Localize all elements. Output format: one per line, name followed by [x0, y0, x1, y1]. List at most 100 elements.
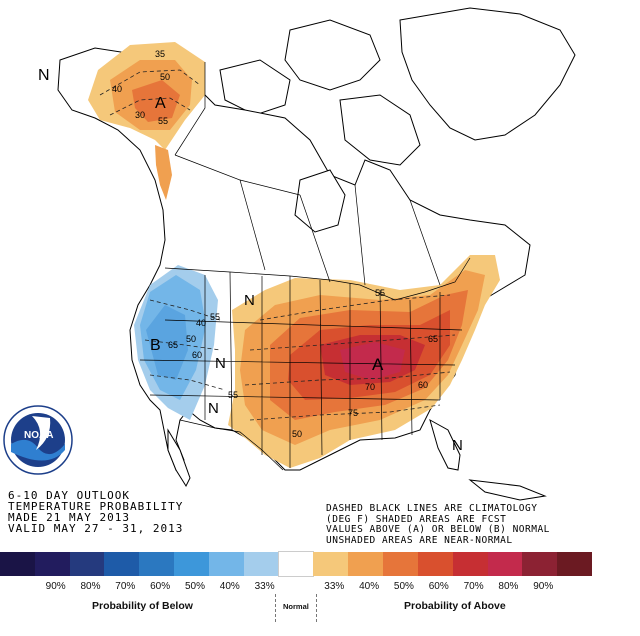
clim-line-c-3	[244, 371, 451, 386]
normal-letter-ak: N	[38, 67, 50, 84]
iso-label: 40	[112, 84, 122, 94]
legend-swatch	[487, 552, 523, 576]
arctic-islands-outline	[284, 19, 381, 91]
note-line: VALUES ABOVE (A) OR BELOW (B) NORMAL	[326, 524, 550, 535]
iso-label: 65	[168, 340, 178, 350]
normal-letter-sw: N	[208, 400, 219, 417]
normal-letter-plains: N	[244, 292, 255, 309]
cuba-outline	[468, 479, 547, 501]
boundaries	[139, 62, 471, 471]
baja-outline	[167, 428, 191, 488]
clim-line-ak-1	[99, 69, 201, 96]
legend-percent-label: 60%	[150, 581, 171, 592]
legend-swatch	[417, 552, 453, 576]
legend-percent-label: 40%	[219, 581, 240, 592]
state-lines	[139, 271, 463, 468]
noaa-logo: NOAA	[3, 405, 73, 475]
isotherm-labels: 40 50 55 35 30 40 50 55 60 65 55 65 70 6…	[112, 49, 438, 439]
iso-label: 70	[365, 382, 375, 392]
legend-percent-label: 90%	[533, 581, 554, 592]
legend-label-spacer	[0, 581, 35, 595]
legend-label-spacer	[557, 581, 592, 595]
legend-percent-labels: 90% 80% 70% 60% 50% 40% 33% 33% 40% 50% 60% 70% 80% 9…	[0, 581, 592, 595]
iso-label: 60	[418, 380, 428, 390]
iso-label: 75	[348, 408, 358, 418]
alaska-above-60	[132, 80, 180, 122]
florida-outline	[429, 418, 461, 471]
legend-swatch	[313, 552, 349, 576]
temperature-outlook-map: A A B N N N N N 40 50 55 35 30 40 50 55 …	[3, 7, 576, 501]
iso-label: 55	[210, 312, 220, 322]
central-above-letter: A	[372, 355, 384, 374]
legend-swatch	[174, 552, 209, 576]
map-note-block: DASHED BLACK LINES ARE CLIMATOLOGY (DEG …	[326, 503, 636, 546]
legend-below-label: Probability of Below	[92, 600, 193, 612]
clim-line-ak-2	[109, 97, 191, 116]
clim-line-c-1	[259, 294, 451, 321]
legend-separator	[275, 594, 276, 622]
title-line: 6-10 DAY OUTLOOK	[8, 489, 130, 502]
west-below-letter: B	[150, 337, 161, 354]
legend-percent-label: 90%	[45, 581, 66, 592]
iso-label: 65	[428, 334, 438, 344]
legend-swatch	[104, 552, 140, 576]
legend-above-label: Probability of Above	[404, 600, 506, 612]
map-title-block: 6-10 DAY OUTLOOK TEMPERATURE PROBABILITY…	[8, 490, 258, 534]
alaska-border	[174, 62, 206, 156]
iso-label: 35	[155, 49, 165, 59]
iso-label: 40	[196, 318, 206, 328]
iso-label: 55	[158, 116, 168, 126]
legend-swatch	[452, 552, 488, 576]
greenland-outline	[399, 7, 576, 141]
note-line: DASHED BLACK LINES ARE CLIMATOLOGY	[326, 503, 538, 514]
iso-label: 50	[160, 72, 170, 82]
legend-percent-label: 70%	[463, 581, 484, 592]
iso-label: 30	[135, 110, 145, 120]
title-line: MADE 21 MAY 2013	[8, 511, 130, 524]
map-letters: A A B N N N N N	[38, 67, 463, 454]
canada-provinces	[174, 154, 441, 286]
legend-swatch	[348, 552, 384, 576]
title-line: VALID MAY 27 - 31, 2013	[8, 522, 184, 535]
legend-percent-label: 33%	[324, 581, 345, 592]
legend-swatch	[208, 552, 244, 576]
alaska-coast-above	[155, 145, 172, 200]
legend-separator	[316, 594, 317, 622]
note-line: (DEG F) SHADED AREAS ARE FCST	[326, 513, 507, 525]
clim-line-c-4	[249, 404, 441, 421]
legend-swatch	[34, 552, 70, 576]
legend-percent-label: 50%	[393, 581, 414, 592]
legend-swatch	[243, 552, 279, 576]
legend-percent-label: 80%	[498, 581, 519, 592]
iso-label: 50	[186, 334, 196, 344]
us-mexico-border	[179, 419, 284, 471]
legend-swatch	[383, 552, 418, 576]
logo-text: NOAA	[24, 430, 53, 441]
legend-swatch	[139, 552, 175, 576]
iso-label: 50	[292, 429, 302, 439]
legend-percent-label: 40%	[359, 581, 380, 592]
clim-line-w-2	[144, 339, 221, 351]
legend-swatch	[557, 552, 593, 576]
clim-line-w-3	[149, 374, 226, 391]
iso-label: 55	[228, 390, 238, 400]
clim-line-c-2	[249, 334, 456, 351]
normal-letter-basin: N	[215, 355, 226, 372]
legend-swatch	[0, 552, 35, 576]
legend-percent-label: 60%	[428, 581, 449, 592]
legend-percent-label: 33%	[254, 581, 275, 592]
climatology-lines	[99, 69, 456, 421]
normal-letter-fl: N	[452, 437, 463, 454]
legend-label-spacer	[279, 581, 314, 595]
legend-percent-label: 70%	[115, 581, 136, 592]
legend-percent-label: 50%	[184, 581, 205, 592]
central-above-peak	[340, 342, 405, 380]
legend-percent-label: 80%	[80, 581, 101, 592]
iso-label: 55	[375, 288, 385, 298]
legend-swatch	[69, 552, 105, 576]
legend-normal-label: Normal	[283, 602, 309, 611]
baffin-outline	[339, 94, 421, 166]
us-canada-border	[164, 257, 471, 301]
note-line: UNSHADED AREAS ARE NEAR-NORMAL	[326, 534, 513, 546]
